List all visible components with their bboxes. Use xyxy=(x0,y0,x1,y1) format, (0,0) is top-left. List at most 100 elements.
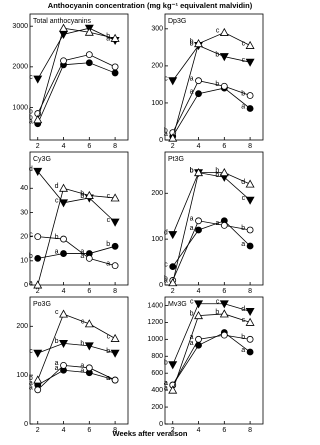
significance-letter: b xyxy=(106,241,110,248)
figure: Anthocyanin concentration (mg kg⁻¹ equiv… xyxy=(12,1,264,438)
significance-letter: c xyxy=(55,198,59,205)
x-tick-label: 4 xyxy=(62,143,66,150)
significance-letter: a xyxy=(80,368,84,375)
x-tick-label: 6 xyxy=(87,427,91,434)
x-tick-label: 2 xyxy=(171,143,175,150)
data-point xyxy=(219,300,229,309)
data-point xyxy=(60,235,67,243)
series-line xyxy=(172,45,251,81)
data-point xyxy=(246,348,254,356)
y-tick-label: 0 xyxy=(159,421,163,428)
significance-letter: a xyxy=(55,248,59,255)
significance-letter: a xyxy=(106,260,110,267)
plot-frame xyxy=(29,296,129,425)
data-point xyxy=(59,199,69,208)
significance-letter: b xyxy=(29,115,33,122)
data-point xyxy=(246,92,254,99)
significance-letter: b xyxy=(29,375,33,382)
significance-letter: c xyxy=(242,317,246,324)
panel-title: Cy3G xyxy=(33,156,51,163)
significance-letter: c xyxy=(29,348,33,355)
significance-letter: a xyxy=(190,76,194,83)
y-tick-label: 200 xyxy=(151,404,163,411)
significance-letter: b xyxy=(190,38,194,45)
data-point xyxy=(60,57,67,65)
significance-letter: c xyxy=(190,299,194,306)
x-tick-label: 4 xyxy=(62,288,66,295)
significance-letter: b xyxy=(241,225,245,232)
significance-letter: a xyxy=(164,278,168,285)
data-point xyxy=(84,342,94,351)
data-point xyxy=(195,77,202,85)
data-point xyxy=(111,242,119,250)
significance-letter: a xyxy=(164,380,168,387)
x-axis-label: Weeks after veraison xyxy=(113,429,188,438)
data-point xyxy=(84,319,94,328)
data-point xyxy=(246,242,254,250)
data-point xyxy=(84,27,94,36)
series-line xyxy=(37,313,116,381)
significance-letter: c xyxy=(164,261,168,268)
data-point xyxy=(246,105,254,112)
data-point xyxy=(110,333,120,342)
series-line xyxy=(172,172,251,235)
significance-letter: a xyxy=(29,119,33,126)
data-point xyxy=(60,361,67,369)
data-point xyxy=(168,77,178,86)
data-point xyxy=(245,40,255,49)
data-point xyxy=(194,168,204,177)
significance-letter: c xyxy=(242,40,246,47)
y-tick-label: 100 xyxy=(151,100,163,107)
data-point xyxy=(84,190,94,199)
series-line xyxy=(37,27,116,120)
significance-letter: a xyxy=(190,225,194,232)
y-tick-label: 300 xyxy=(151,26,163,33)
panel-title: Pt3G xyxy=(168,156,184,163)
data-point xyxy=(85,51,93,59)
x-tick-label: 6 xyxy=(222,143,226,150)
x-tick-label: 8 xyxy=(113,143,117,150)
data-point xyxy=(195,217,202,225)
significance-letter: b xyxy=(55,234,59,241)
series-line xyxy=(37,171,116,223)
y-tick-label: 1000 xyxy=(147,336,163,343)
data-point xyxy=(245,307,255,317)
significance-letter: a xyxy=(241,103,245,110)
y-tick-label: 40 xyxy=(20,185,28,192)
data-point xyxy=(59,309,69,318)
significance-letter: a xyxy=(215,220,219,227)
significance-letter: d xyxy=(164,229,168,236)
significance-letter: a xyxy=(55,365,59,372)
data-point xyxy=(110,218,120,227)
significance-letter: b xyxy=(215,81,219,88)
plot-frame xyxy=(29,151,129,286)
x-tick-label: 6 xyxy=(222,427,226,434)
significance-letter: a xyxy=(106,375,110,382)
significance-letter: a xyxy=(164,385,168,392)
significance-letter: b xyxy=(241,334,245,341)
significance-letter: b xyxy=(190,167,194,174)
y-tick-label: 1400 xyxy=(147,302,163,309)
x-tick-label: 4 xyxy=(197,143,201,150)
significance-letter: a xyxy=(190,340,194,347)
data-point xyxy=(111,262,119,270)
data-point xyxy=(219,53,229,62)
series-line xyxy=(37,342,116,354)
data-point xyxy=(110,193,120,202)
data-point xyxy=(219,27,229,36)
x-tick-label: 8 xyxy=(248,143,252,150)
x-tick-label: 2 xyxy=(171,288,175,295)
significance-letter: c xyxy=(29,231,33,238)
data-point xyxy=(85,364,93,372)
significance-letter: d xyxy=(55,183,59,190)
panel-title: Mv3G xyxy=(168,301,187,308)
series-line xyxy=(172,32,251,139)
data-point xyxy=(220,82,228,90)
x-tick-label: 8 xyxy=(113,427,117,434)
x-tick-label: 8 xyxy=(113,288,117,295)
series-line xyxy=(172,220,251,281)
significance-letter: b xyxy=(215,309,219,316)
significance-letter: c xyxy=(107,333,111,340)
data-point xyxy=(195,90,202,98)
plot-frame xyxy=(164,296,264,425)
